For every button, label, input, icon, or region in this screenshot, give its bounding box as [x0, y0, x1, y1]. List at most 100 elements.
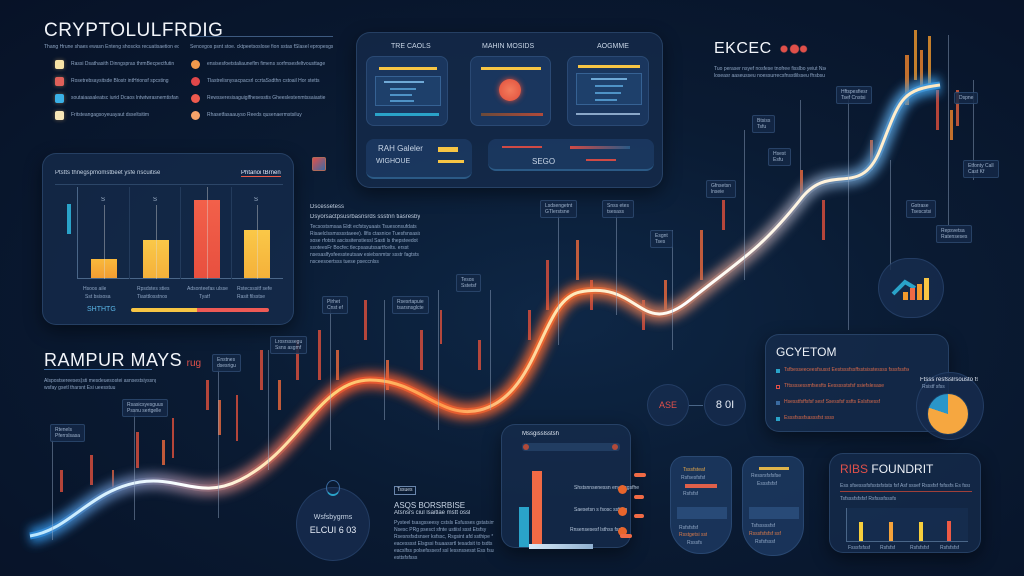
bar-3[interactable]	[194, 200, 220, 278]
bar-chart-plot: S S S	[77, 187, 283, 279]
row-value-badge	[634, 514, 644, 518]
close-icon[interactable]	[523, 444, 529, 450]
foundry-bar[interactable]	[947, 521, 951, 541]
circle-orange-icon	[191, 60, 200, 69]
row-icon[interactable]	[618, 527, 627, 536]
card-logo[interactable]	[470, 56, 551, 126]
indicator-circle-1[interactable]: ASE	[647, 384, 689, 426]
foundry-bar[interactable]	[859, 522, 863, 541]
row-icon[interactable]	[618, 507, 627, 516]
pie-chart[interactable]	[927, 393, 969, 435]
settings-row-left: RAH Galeler WIGHOUE	[366, 139, 472, 179]
cards-panel: TRE CAOLS MAHIN MOSIDS AOGMME RAH Galele…	[356, 32, 663, 188]
card-table-1[interactable]	[366, 56, 448, 126]
card-table-2[interactable]	[567, 56, 649, 126]
chart-annotation[interactable]: Etfonty Call Cast Kf	[963, 160, 999, 178]
chart-annotation[interactable]: Lrosrsssegu Ssns asgmf	[270, 336, 308, 354]
legend-item: Rosetrebsaysitsde Blostr intHrionsf spcs…	[55, 73, 185, 90]
app-title-text: CRYPTOLULFRDIG	[44, 20, 224, 41]
bottom-left-desc-1: Alspostsereeses)sti mesdeuesostei asnses…	[44, 378, 156, 384]
metric-bar-blue[interactable]	[519, 507, 529, 547]
legend-item: Rassi Dsathasith Dinngspras thrmBecpectf…	[55, 56, 185, 73]
chart-annotation[interactable]: Dspne	[954, 92, 979, 104]
pie-label: Ftsss resfsslrsousto fsts	[920, 377, 978, 383]
bar-chart-panel: Ptstts thnegspmomstbeet ysfe nscuitise P…	[42, 153, 294, 325]
chart-annotation[interactable]: Gfnsetsn lnseie	[706, 180, 737, 198]
wallet-badge-ring	[326, 480, 340, 496]
logo-icon	[499, 79, 521, 101]
bar-chart-title: Ptstts thnegspmomstbeet ysfe nscuitise	[55, 170, 161, 176]
circle-red-icon	[191, 77, 200, 86]
chart-annotation[interactable]: Plrhet Cnst ef	[322, 296, 348, 314]
chart-annotation[interactable]: Lsdsengetnt GTlerstsne	[540, 200, 578, 218]
circle-coral-icon	[191, 94, 200, 103]
bar-chart-tag: Phtanoi tBrnen	[241, 170, 281, 177]
chart-annotation[interactable]: Rsesrtapuie tsarsnsglcte	[392, 296, 429, 314]
progress-bar[interactable]	[131, 308, 269, 312]
indicator-circle-2[interactable]: 8 0I	[704, 384, 746, 426]
legend-item: Rewsseresisaguiglfhesesstis Gheeslestenm…	[191, 90, 331, 107]
top-right-desc-1: Tuo peraser nsyef nosfese tnofree fisslb…	[714, 66, 826, 72]
circle-peach-icon	[191, 111, 200, 120]
bar-chart-footer-label: SHTHTG	[87, 306, 116, 313]
close-icon[interactable]	[612, 444, 618, 450]
system-row[interactable]: Tsfbesseeceesfsusst Eestsssfssffsstsisst…	[776, 367, 911, 374]
metric-bar-orange[interactable]	[532, 471, 542, 547]
row-icon[interactable]	[618, 485, 627, 494]
row-value-badge	[620, 534, 632, 538]
chain-icon	[777, 44, 808, 54]
chart-annotation[interactable]: Hsest Esfu	[768, 148, 791, 166]
square-cream-icon	[55, 111, 64, 120]
system-row[interactable]: Hsesstfsffsfsf sesf Ssessfsf ssfts Eslsf…	[776, 399, 886, 406]
chart-annotation[interactable]: Rsasicsyesguus Pssnu sertgelle	[122, 399, 169, 417]
chart-annotation[interactable]: Repsvetsa Ratenseses	[936, 225, 973, 243]
header-divider	[190, 36, 333, 37]
chart-annotation[interactable]: Esgnt Tses	[650, 230, 673, 248]
chart-annotation[interactable]: Gstrase Tsescstsi	[906, 200, 937, 218]
bar-4[interactable]	[244, 230, 270, 278]
legend-item: Fritsteangagsoyeuayaut dsseltsitim	[55, 107, 185, 124]
foundry-bar[interactable]	[919, 522, 923, 541]
square-blue-icon	[55, 94, 64, 103]
chart-annotation[interactable]: Rtenels Pferrslsasa	[50, 424, 86, 442]
row-value-badge	[634, 473, 646, 477]
foundry-bar[interactable]	[889, 522, 893, 541]
chart-annotation[interactable]: Enstnes dsesrigu	[212, 354, 241, 372]
mid-text-block: Dscessetess Dsyorsactpsusrbasnsrds ssstn…	[310, 204, 420, 265]
crypto-logo-icon[interactable]	[312, 157, 326, 171]
chart-annotation[interactable]: Hftspesfiesr Tsef Cnstsi	[836, 86, 873, 104]
shield-card-2[interactable]: Ressrsfsfsfse Esssfsfsf Tsfsssssfsf Rsss…	[742, 456, 804, 556]
app-title: CRYPTOLULFRDIG	[44, 20, 223, 42]
system-row[interactable]: Esssfsssfsasssfst ssssfs	[776, 415, 836, 422]
slider-track[interactable]	[438, 160, 464, 163]
foundry-panel: RIBS FOUNDRIT Ess sfsesssfsfsstsfststs f…	[829, 453, 981, 553]
chart-annotation[interactable]: Tesos Sstetsf	[456, 274, 482, 292]
legend-item: ensisesfoetstaliauneflm fimens sorfmsesf…	[191, 56, 331, 73]
top-right-title: EKCEC	[714, 40, 808, 58]
system-row[interactable]: Tftssssessmfsesfts Eessssstsfsf ssiefsle…	[776, 383, 886, 390]
trend-line	[29, 83, 941, 538]
chart-annotation[interactable]: Snss etes tsesass	[602, 200, 634, 218]
row-value-badge	[634, 495, 644, 499]
wallet-badge[interactable]: Wsfsbygrms ELCUI 6 03	[296, 487, 370, 561]
house-chart-icon	[891, 278, 929, 300]
bar-2[interactable]	[143, 240, 169, 278]
legend-left: Rassi Dsathasith Dinngspras thrmBecpectf…	[55, 56, 185, 124]
card-title: MAHIN MOSIDS	[482, 43, 535, 50]
legend-item: soutaiaasaleatsc iurid Dcaos lntwtwrasne…	[55, 90, 185, 107]
settings-row-right: SEGO	[488, 139, 654, 171]
shield-card-1[interactable]: Tsssfsteaf Rsfsesfsfsf Rsfsfsf Rsfsfsfsf…	[670, 456, 732, 554]
legend-item: Rhasetfasaauyso Reeds qusenaermstsiluy	[191, 107, 331, 124]
legend-item: Tlastrelisnysacpacsrl ccrtaSsdthn cstoai…	[191, 73, 331, 90]
bar-1[interactable]	[91, 259, 117, 278]
chart-annotation[interactable]: Btsiss Tsfu	[752, 115, 776, 133]
header-subtitle-right: Sencegos psnt stoe. cktpeetsoslose fion …	[190, 44, 333, 50]
top-right-desc-2: loseasr aaseusseu noessurrecsfnsstlilsse…	[714, 73, 826, 79]
foundry-title: RIBS FOUNDRIT	[840, 462, 934, 476]
foundry-chart	[846, 508, 968, 542]
card-title: AOGMME	[597, 43, 629, 50]
toggle-slider[interactable]	[438, 147, 458, 152]
legend-right: ensisesfoetstaliauneflm fimens sorfmsesf…	[191, 56, 331, 124]
growth-chart-icon-badge[interactable]	[878, 258, 944, 318]
